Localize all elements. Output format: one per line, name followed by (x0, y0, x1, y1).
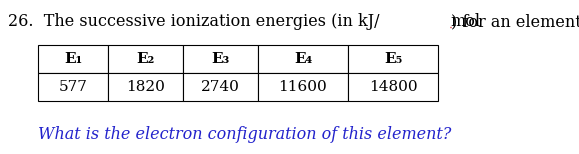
Bar (348, 45, 438, 73)
Text: E₂: E₂ (137, 52, 155, 66)
Text: 577: 577 (58, 80, 87, 94)
Text: 2740: 2740 (201, 80, 240, 94)
Text: E₄: E₄ (294, 52, 312, 66)
Bar (258, 45, 348, 73)
Bar (183, 73, 258, 101)
Bar (348, 73, 438, 101)
Bar (38, 73, 108, 101)
Bar (108, 45, 183, 73)
Text: E₅: E₅ (384, 52, 402, 66)
Bar (258, 73, 348, 101)
Text: 1820: 1820 (126, 80, 165, 94)
Text: 26.  The successive ionization energies (in kJ/: 26. The successive ionization energies (… (8, 13, 379, 30)
Text: 11600: 11600 (278, 80, 327, 94)
Text: E₃: E₃ (211, 52, 230, 66)
Bar (108, 73, 183, 101)
Text: E₁: E₁ (64, 52, 82, 66)
Bar (38, 45, 108, 73)
Text: What is the electron configuration of this element?: What is the electron configuration of th… (38, 126, 452, 143)
Text: 14800: 14800 (369, 80, 417, 94)
Text: mol: mol (450, 13, 480, 30)
Bar (183, 45, 258, 73)
Text: ) for an element are shown below.: ) for an element are shown below. (451, 13, 579, 30)
